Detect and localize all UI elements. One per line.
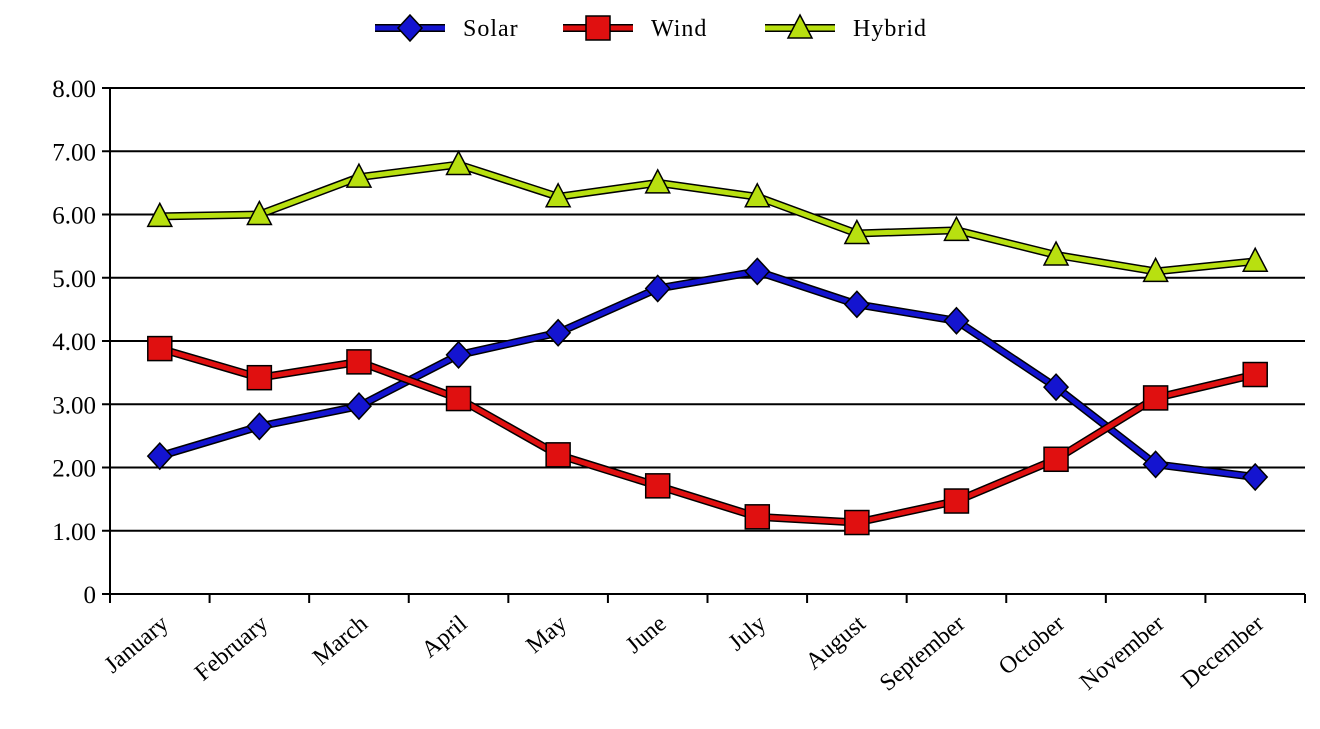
y-tick-label: 0 [84, 582, 97, 609]
legend-marker-wind [585, 15, 611, 41]
point-wind [1142, 385, 1169, 411]
point-wind [545, 442, 571, 468]
gridlines [110, 87, 1305, 532]
point-wind [1043, 446, 1069, 473]
x-tick-label: September [875, 611, 970, 697]
series-solar-line [159, 268, 1256, 480]
point-wind [744, 504, 771, 530]
y-tick-label: 4.00 [52, 329, 96, 356]
point-hybrid [843, 218, 871, 245]
point-solar [1043, 373, 1070, 402]
legend: Solar Wind Hybrid [375, 13, 927, 43]
x-tick-label: May [522, 611, 572, 659]
x-tick-label: November [1075, 611, 1169, 696]
point-hybrid [445, 149, 472, 176]
x-tick-label: December [1177, 611, 1269, 694]
series-group [146, 149, 1269, 536]
series-solar [146, 257, 1269, 492]
point-solar [445, 340, 472, 370]
y-tick-label: 1.00 [52, 519, 96, 546]
point-wind [246, 364, 273, 391]
point-wind [445, 385, 472, 412]
point-solar [1242, 462, 1269, 492]
y-tick-label: 3.00 [52, 392, 96, 419]
point-wind [644, 473, 671, 499]
point-hybrid [1042, 240, 1070, 266]
point-hybrid [345, 162, 373, 188]
point-solar [246, 412, 273, 441]
x-tick-label: March [308, 611, 373, 671]
point-hybrid [744, 182, 771, 208]
x-tick-label: October [994, 611, 1070, 681]
series-wind-line [159, 346, 1256, 526]
point-wind [943, 488, 970, 514]
series-wind [147, 335, 1268, 536]
point-wind [1242, 361, 1268, 388]
point-hybrid [544, 182, 572, 208]
point-hybrid [644, 168, 671, 194]
y-tick-label: 8.00 [52, 76, 96, 103]
point-hybrid [943, 215, 970, 242]
point-solar [545, 318, 572, 347]
legend-marker-hybrid [786, 13, 814, 39]
series-hybrid-shadow [159, 160, 1256, 276]
point-solar [744, 257, 771, 286]
y-tick-label: 5.00 [52, 266, 96, 293]
legend-marker-solar [396, 13, 424, 43]
point-hybrid [1142, 256, 1169, 283]
y-tick-label: 2.00 [52, 456, 96, 483]
series-hybrid-line [159, 162, 1256, 274]
y-tick-labels: 0 1.00 2.00 3.00 4.00 5.00 6.00 7.00 8.00 [52, 76, 96, 609]
point-wind [346, 349, 372, 375]
x-tick-label: June [621, 611, 671, 659]
point-hybrid [146, 201, 174, 228]
legend-item-wind: Wind [563, 15, 707, 42]
x-tick-label: July [724, 611, 771, 657]
point-wind [844, 509, 870, 536]
legend-item-hybrid: Hybrid [765, 13, 927, 42]
point-solar [345, 392, 372, 421]
point-hybrid [1241, 246, 1269, 273]
point-wind [147, 335, 173, 362]
legend-label: Hybrid [853, 16, 927, 42]
x-tick-labels: January February March April May June July Augu… [100, 610, 1269, 696]
axes [102, 87, 1306, 603]
series-solar-shadow [158, 267, 1256, 481]
y-tick-label: 6.00 [52, 203, 96, 230]
point-solar [943, 306, 970, 335]
y-tick-label: 7.00 [52, 139, 96, 166]
point-solar [1142, 450, 1169, 479]
point-solar [146, 442, 173, 471]
point-solar [644, 274, 671, 303]
series-hybrid [146, 149, 1269, 283]
x-tick-label: August [801, 610, 871, 675]
legend-label: Wind [651, 16, 707, 42]
legend-label: Solar [463, 16, 519, 42]
point-solar [843, 290, 870, 319]
point-hybrid [246, 199, 273, 226]
x-tick-label: February [190, 611, 273, 687]
legend-item-solar: Solar [375, 13, 519, 43]
x-tick-label: April [417, 610, 473, 663]
x-tick-label: January [100, 611, 174, 679]
